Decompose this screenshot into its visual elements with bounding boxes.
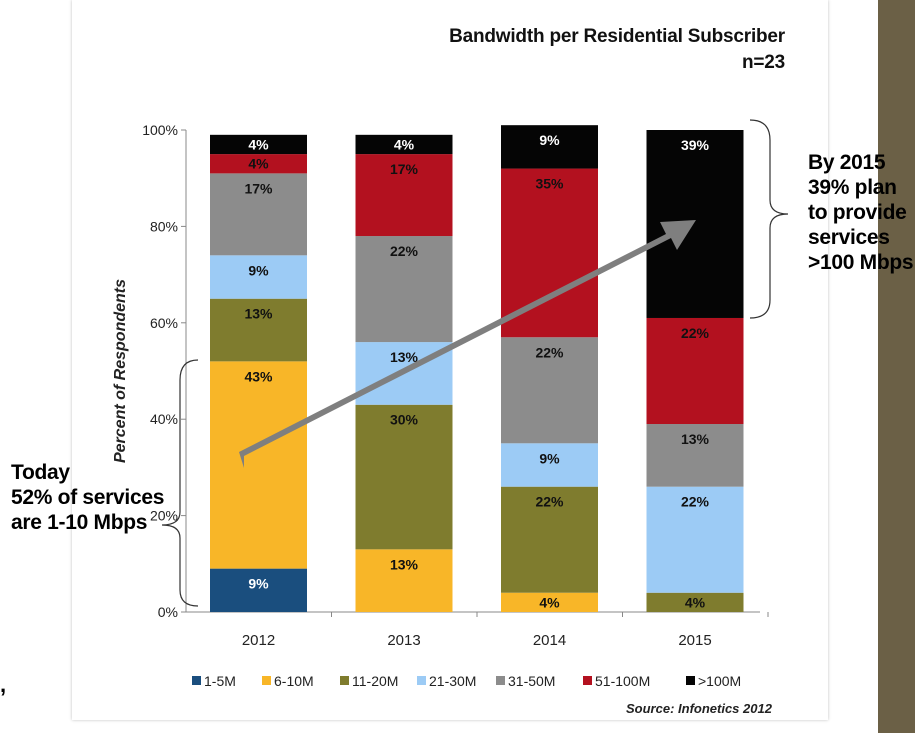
bar-segment bbox=[646, 592, 744, 612]
legend-swatch bbox=[686, 676, 695, 685]
brace-today bbox=[161, 359, 199, 607]
y-tick-label: 20% bbox=[150, 508, 178, 524]
chart-title: Bandwidth per Residential Subscriber bbox=[449, 26, 785, 47]
bar-data-label: 22% bbox=[681, 494, 710, 510]
bar-data-label: 35% bbox=[535, 176, 564, 192]
bar-data-label: 4% bbox=[248, 156, 269, 172]
bar-data-label: 13% bbox=[681, 431, 710, 447]
bar-data-label: 4% bbox=[685, 594, 706, 610]
bar-segment bbox=[210, 361, 307, 569]
legend-swatch bbox=[417, 676, 426, 685]
x-tick-label: 2014 bbox=[533, 632, 566, 649]
bar-segment bbox=[355, 236, 453, 343]
bar-segment bbox=[646, 424, 744, 487]
chart-subtitle: n=23 bbox=[741, 52, 785, 73]
callout-today: Today 52% of services are 1-10 Mbps bbox=[11, 460, 164, 535]
bar-data-label: 13% bbox=[390, 349, 419, 365]
bar-segment bbox=[210, 173, 307, 256]
legend-label: 6-10M bbox=[274, 673, 314, 689]
legend-swatch bbox=[262, 676, 271, 685]
y-tick-label: 60% bbox=[150, 315, 178, 331]
y-tick-label: 100% bbox=[142, 122, 178, 138]
callout-2015-line: 39% plan bbox=[808, 176, 897, 199]
bar-data-label: 22% bbox=[535, 344, 564, 360]
bar-segment bbox=[210, 255, 307, 299]
callout-2015: By 2015 39% plan to provide services >10… bbox=[808, 150, 914, 275]
bar-segment bbox=[210, 298, 307, 362]
bar-segment bbox=[355, 134, 453, 155]
bar-data-label: 22% bbox=[535, 494, 564, 510]
bar-data-label: 9% bbox=[539, 132, 560, 148]
growth-arrow bbox=[239, 220, 696, 468]
x-tick-label: 2015 bbox=[678, 632, 711, 649]
callout-2015-line: By 2015 bbox=[808, 151, 886, 174]
callout-2015-line: services bbox=[808, 226, 890, 249]
legend-label: 31-50M bbox=[508, 673, 555, 689]
chart-title-block: Bandwidth per Residential Subscriber n=2… bbox=[449, 24, 785, 76]
bar-segment bbox=[501, 443, 598, 487]
bar-data-label: 4% bbox=[539, 594, 560, 610]
bar-data-label: 13% bbox=[390, 556, 419, 572]
legend-swatch bbox=[192, 676, 201, 685]
bar-data-label: 17% bbox=[390, 161, 419, 177]
bar-segment bbox=[210, 134, 307, 155]
y-tick-label: 0% bbox=[158, 604, 178, 620]
bar-data-label: 39% bbox=[681, 137, 710, 153]
y-axis-title: Percent of Respondents bbox=[112, 279, 129, 463]
legend-swatch bbox=[340, 676, 349, 685]
callout-2015-line: to provide bbox=[808, 201, 907, 224]
bar-data-label: 43% bbox=[244, 368, 273, 384]
bar-data-label: 9% bbox=[539, 450, 560, 466]
bar-segment bbox=[501, 125, 598, 169]
bar-segment bbox=[355, 404, 453, 550]
bar-segment bbox=[646, 317, 744, 425]
legend-label: 1-5M bbox=[204, 673, 236, 689]
bar-segment bbox=[355, 154, 453, 237]
legend-swatch bbox=[496, 676, 505, 685]
callout-today-line: Today bbox=[11, 461, 70, 484]
legend-label: 11-20M bbox=[352, 673, 398, 689]
bar-data-label: 17% bbox=[244, 180, 273, 196]
bar-data-label: 22% bbox=[390, 243, 419, 259]
bar-segment bbox=[210, 568, 307, 612]
bar-data-label: 30% bbox=[390, 412, 419, 428]
bar-segment bbox=[501, 337, 598, 444]
decorative-side-strip bbox=[878, 0, 915, 733]
brace-2015 bbox=[749, 119, 789, 319]
bar-data-label: 9% bbox=[248, 576, 269, 592]
callout-2015-line: >100 Mbps bbox=[808, 251, 914, 274]
bar-segment bbox=[501, 486, 598, 593]
bar-segment bbox=[355, 549, 453, 612]
legend-swatch bbox=[583, 676, 592, 685]
legend-label: >100M bbox=[698, 673, 741, 689]
chart-source: Source: Infonetics 2012 bbox=[626, 701, 772, 716]
bar-segment bbox=[210, 154, 307, 174]
bar-data-label: 9% bbox=[248, 262, 269, 278]
decorative-quote-mark: , bbox=[0, 672, 7, 697]
x-tick-label: 2013 bbox=[387, 632, 420, 649]
callout-today-line: 52% of services bbox=[11, 486, 165, 509]
callout-today-line: are 1-10 Mbps bbox=[11, 511, 148, 534]
bar-data-label: 13% bbox=[244, 306, 273, 322]
legend-label: 21-30M bbox=[429, 673, 476, 689]
bar-data-label: 4% bbox=[248, 136, 269, 152]
y-tick-label: 80% bbox=[150, 218, 178, 234]
bar-segment bbox=[646, 486, 744, 593]
bar-segment bbox=[501, 592, 598, 612]
bar-data-label: 22% bbox=[681, 325, 710, 341]
bar-data-label: 4% bbox=[394, 136, 415, 152]
x-tick-label: 2012 bbox=[242, 632, 275, 649]
y-tick-label: 40% bbox=[150, 411, 178, 427]
legend-label: 51-100M bbox=[595, 673, 650, 689]
bar-segment bbox=[501, 168, 598, 338]
